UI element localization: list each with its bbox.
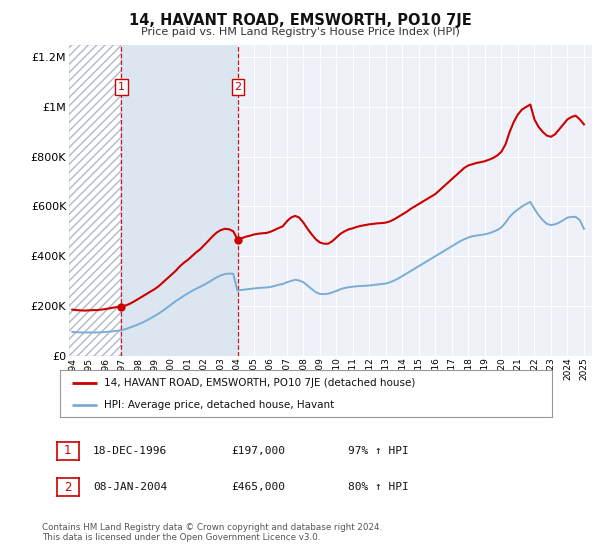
- Text: Contains HM Land Registry data © Crown copyright and database right 2024.: Contains HM Land Registry data © Crown c…: [42, 523, 382, 532]
- Bar: [69, 45, 121, 356]
- Text: £197,000: £197,000: [231, 446, 285, 456]
- Text: 1: 1: [64, 444, 71, 458]
- Text: Price paid vs. HM Land Registry's House Price Index (HPI): Price paid vs. HM Land Registry's House …: [140, 27, 460, 37]
- Text: 97% ↑ HPI: 97% ↑ HPI: [348, 446, 409, 456]
- Text: 1: 1: [118, 82, 125, 92]
- Bar: [69, 45, 121, 356]
- Text: 08-JAN-2004: 08-JAN-2004: [93, 482, 167, 492]
- Text: 14, HAVANT ROAD, EMSWORTH, PO10 7JE (detached house): 14, HAVANT ROAD, EMSWORTH, PO10 7JE (det…: [104, 378, 416, 388]
- Text: 18-DEC-1996: 18-DEC-1996: [93, 446, 167, 456]
- Text: HPI: Average price, detached house, Havant: HPI: Average price, detached house, Hava…: [104, 400, 335, 410]
- Text: 80% ↑ HPI: 80% ↑ HPI: [348, 482, 409, 492]
- Text: 2: 2: [234, 82, 241, 92]
- Text: 2: 2: [64, 480, 71, 494]
- Text: 14, HAVANT ROAD, EMSWORTH, PO10 7JE: 14, HAVANT ROAD, EMSWORTH, PO10 7JE: [128, 13, 472, 28]
- Text: £465,000: £465,000: [231, 482, 285, 492]
- Bar: [121, 45, 238, 356]
- Text: This data is licensed under the Open Government Licence v3.0.: This data is licensed under the Open Gov…: [42, 533, 320, 542]
